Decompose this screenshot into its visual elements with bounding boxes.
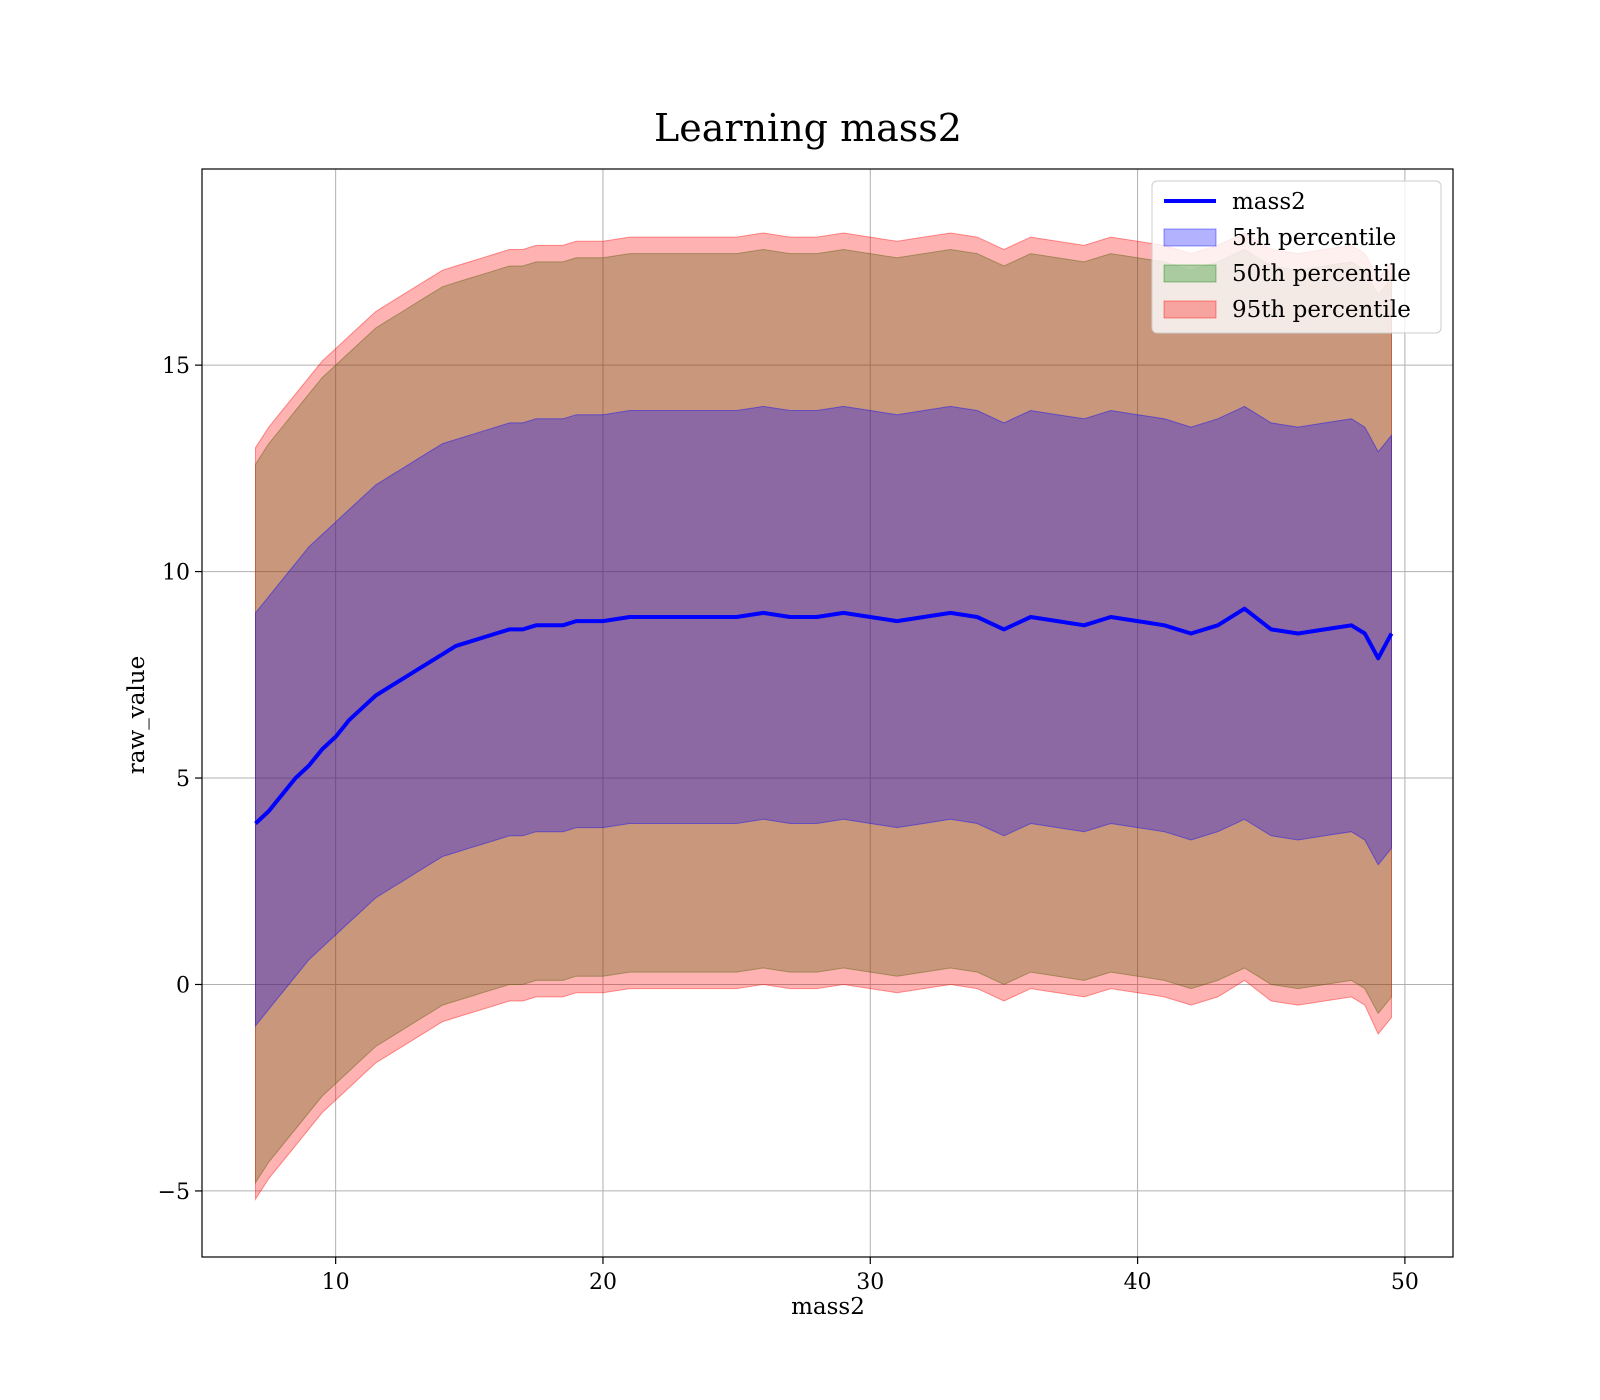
series-line-mass2 [254, 606, 1394, 825]
y-axis-ticks: −5 0 5 10 15 [158, 354, 202, 1205]
y-axis-label: raw_value [124, 656, 150, 774]
band-95th-percentile [255, 232, 1392, 1201]
legend-patch-swatch [1163, 228, 1217, 247]
band-5th-percentile [255, 405, 1392, 1028]
legend-label: 50th percentile [1232, 261, 1411, 287]
x-tick-label: 50 [1391, 1270, 1419, 1295]
x-tick-label: 20 [589, 1270, 617, 1295]
band-50th-percentile [255, 248, 1392, 1185]
x-tick-label: 10 [322, 1270, 350, 1295]
legend-patch-swatch [1163, 264, 1217, 283]
series-lines [254, 606, 1394, 825]
legend-patch-swatch [1163, 300, 1217, 319]
legend-box [1151, 180, 1442, 334]
x-tick-label: 40 [1124, 1270, 1152, 1295]
legend-label: 5th percentile [1232, 225, 1396, 251]
chart-title: Learning mass2 [654, 106, 962, 150]
percentile-bands [255, 232, 1392, 1201]
x-axis-ticks: 10 20 30 40 50 [322, 1257, 1419, 1295]
plot-frame [201, 168, 1454, 1258]
legend-label: mass2 [1232, 189, 1306, 215]
legend-label: 95th percentile [1232, 297, 1411, 323]
y-tick-label: 0 [176, 973, 190, 998]
legend: mass2 5th percentile 50th percentile 95th p… [1151, 180, 1442, 334]
grid-lines [202, 169, 1453, 1257]
y-tick-label: 15 [162, 354, 190, 379]
y-tick-label: −5 [158, 1180, 190, 1205]
x-tick-label: 30 [856, 1270, 884, 1295]
x-axis-label: mass2 [791, 1294, 865, 1320]
y-tick-label: 10 [162, 561, 190, 586]
y-tick-label: 5 [176, 767, 190, 792]
